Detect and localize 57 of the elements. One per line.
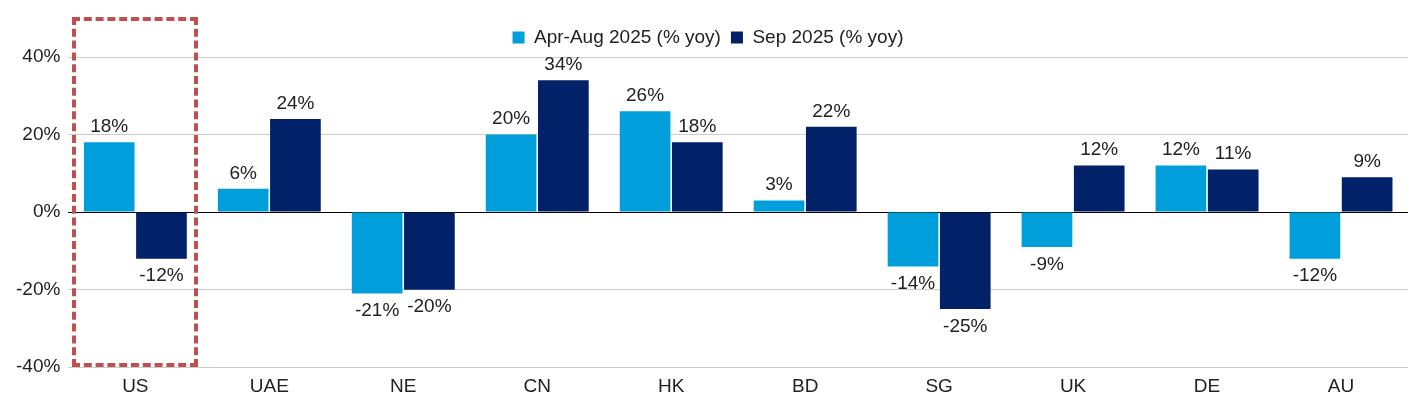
y-tick-label: -20% [16, 277, 61, 299]
y-tick-label: 0% [32, 200, 61, 222]
bar [270, 119, 321, 212]
bar [1073, 165, 1125, 212]
x-tick-label: DE [1193, 374, 1221, 396]
data-label: -9% [1030, 252, 1064, 274]
data-label: 20% [492, 107, 531, 129]
bar [1289, 212, 1341, 259]
data-label: 12% [1161, 138, 1201, 160]
data-label: 18% [90, 115, 129, 137]
x-tick-label: AU [1327, 374, 1355, 396]
bar [83, 142, 135, 212]
data-label: -12% [139, 264, 184, 286]
data-label: 26% [626, 84, 665, 106]
bar [217, 188, 269, 212]
data-label: -12% [1292, 264, 1338, 286]
x-tick-label: NE [390, 374, 417, 396]
data-label: 12% [1080, 138, 1119, 160]
legend-label: Apr-Aug 2025 (% yoy) [534, 25, 721, 47]
bar [1207, 169, 1259, 212]
bar [753, 200, 805, 212]
bar [619, 111, 671, 212]
x-tick-label: SG [925, 374, 953, 396]
bar [485, 134, 537, 212]
data-label: 24% [276, 91, 315, 113]
data-label: 6% [229, 161, 258, 183]
x-tick-label: UAE [249, 374, 289, 396]
data-label: -14% [890, 272, 936, 294]
y-tick-label: -40% [16, 355, 61, 377]
x-tick-label: US [122, 374, 149, 396]
bar [1021, 212, 1073, 247]
x-tick-label: BD [791, 374, 819, 396]
x-tick-label: CN [523, 374, 551, 396]
bar [939, 212, 991, 310]
x-tick-label: HK [657, 374, 685, 396]
data-label: 11% [1214, 142, 1252, 164]
bar [887, 212, 939, 267]
y-tick-label: 40% [22, 45, 61, 67]
bar [136, 212, 187, 259]
x-tick-label: UK [1059, 374, 1087, 396]
bar [538, 80, 589, 212]
data-label: 9% [1353, 149, 1381, 171]
bar [805, 126, 857, 212]
bar [1341, 177, 1393, 212]
data-label: 3% [765, 173, 793, 195]
bar [404, 212, 455, 290]
bar [671, 142, 723, 212]
data-label: -25% [943, 314, 988, 336]
data-label: -20% [407, 295, 452, 317]
bar [1155, 165, 1207, 212]
data-label: 18% [678, 115, 717, 137]
bar [351, 212, 403, 294]
data-label: 34% [544, 53, 583, 74]
y-tick-label: 20% [22, 122, 61, 144]
data-label: 22% [812, 99, 851, 121]
data-label: -21% [354, 299, 400, 321]
legend-label: Sep 2025 (% yoy) [752, 25, 904, 47]
